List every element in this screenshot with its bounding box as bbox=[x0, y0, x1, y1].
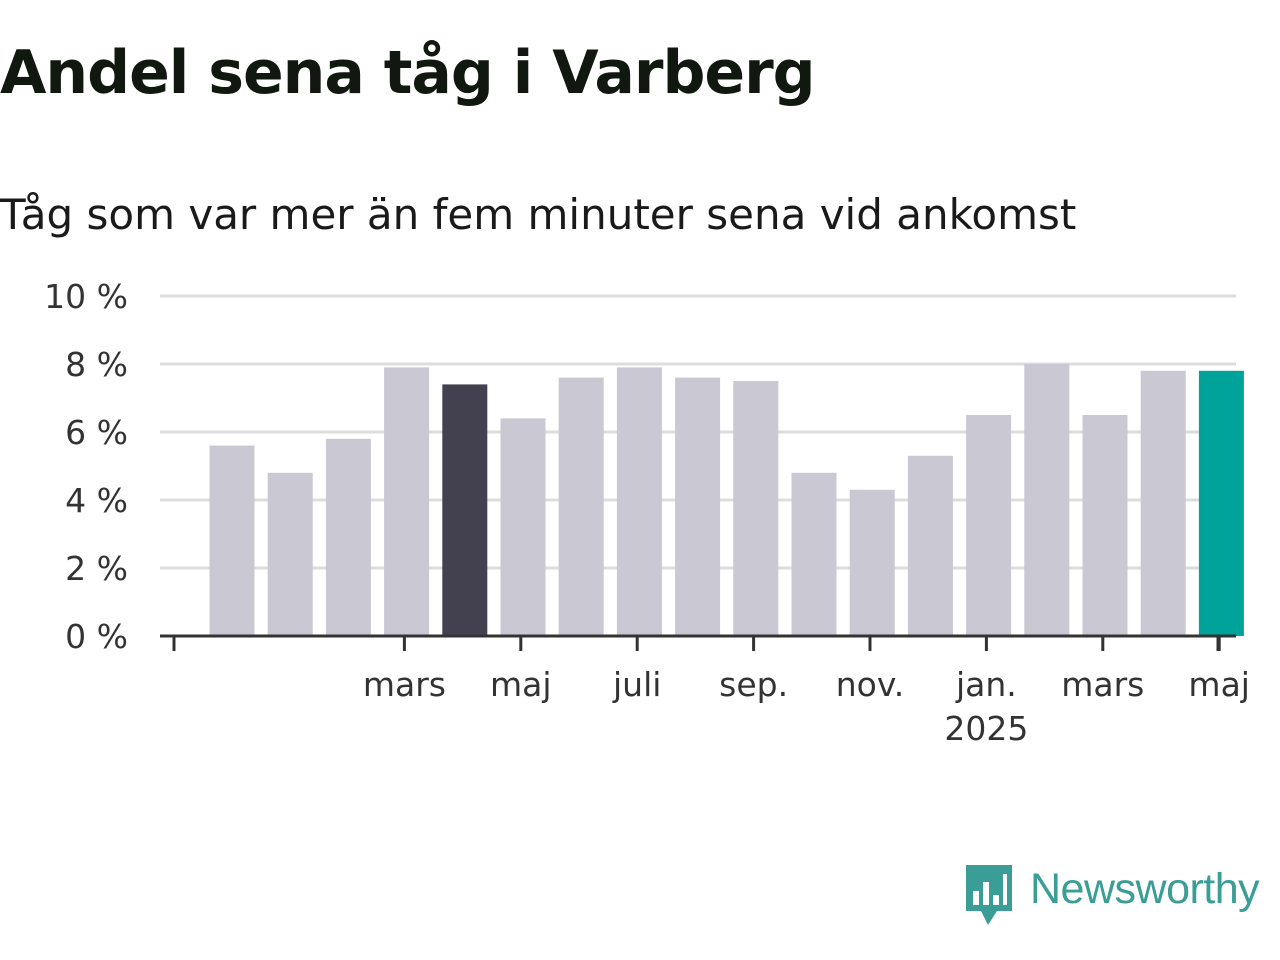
y-tick-label: 10 % bbox=[44, 277, 128, 316]
x-axis bbox=[160, 634, 1236, 651]
x-tick-labels: mars maj juli sep. nov. jan. 2025 mars maj bbox=[363, 665, 1250, 748]
x-tick-sublabel: 2025 bbox=[944, 709, 1028, 748]
bar-2024-09 bbox=[675, 377, 721, 636]
bar-2025-02 bbox=[966, 415, 1012, 636]
bar-chart: 0 % 2 % 4 % 6 % 8 % 10 % mars maj juli sep. nov. j… bbox=[44, 277, 1250, 748]
newsworthy-logo: Newsworthy bbox=[964, 864, 1260, 928]
x-tick-label: sep. bbox=[719, 665, 788, 704]
bar-2024-07 bbox=[558, 377, 604, 636]
x-tick-label: jan. bbox=[955, 665, 1017, 704]
y-tick-label: 6 % bbox=[65, 413, 128, 452]
newsworthy-logo-icon bbox=[966, 865, 1012, 925]
x-tick-label: mars bbox=[1061, 665, 1144, 704]
x-tick-label: nov. bbox=[836, 665, 905, 704]
bar-2024-12 bbox=[849, 489, 895, 636]
x-tick-label: mars bbox=[363, 665, 446, 704]
bar-2024-10 bbox=[733, 381, 779, 636]
bar-2024-05 bbox=[442, 384, 488, 636]
bar-2024-08 bbox=[616, 367, 662, 636]
bar-2024-02 bbox=[267, 472, 313, 636]
y-tick-label: 8 % bbox=[65, 345, 128, 384]
bar-2024-11 bbox=[791, 472, 837, 636]
chart-title: Andel sena tåg i Varberg bbox=[0, 38, 816, 108]
x-tick-label: maj bbox=[1188, 665, 1250, 704]
bar-2024-06 bbox=[500, 418, 546, 636]
bars bbox=[209, 364, 1244, 636]
bar-2025-04 bbox=[1082, 415, 1128, 636]
x-tick-label: juli bbox=[612, 665, 661, 704]
bar-2024-04 bbox=[384, 367, 430, 636]
bar-2025-05 bbox=[1140, 370, 1186, 636]
bar-2025-01 bbox=[907, 455, 953, 636]
bar-2025-06 bbox=[1198, 370, 1244, 636]
y-tick-label: 2 % bbox=[65, 549, 128, 588]
bar-2025-03 bbox=[1024, 364, 1070, 636]
y-tick-label: 0 % bbox=[65, 617, 128, 656]
y-tick-label: 4 % bbox=[65, 481, 128, 520]
bar-2024-01 bbox=[209, 445, 255, 636]
brand-name: Newsworthy bbox=[1030, 864, 1260, 913]
y-tick-labels: 0 % 2 % 4 % 6 % 8 % 10 % bbox=[44, 277, 128, 656]
bar-2024-03 bbox=[325, 438, 371, 636]
chart-subtitle: Tåg som var mer än fem minuter sena vid … bbox=[0, 190, 1077, 239]
x-tick-label: maj bbox=[490, 665, 552, 704]
